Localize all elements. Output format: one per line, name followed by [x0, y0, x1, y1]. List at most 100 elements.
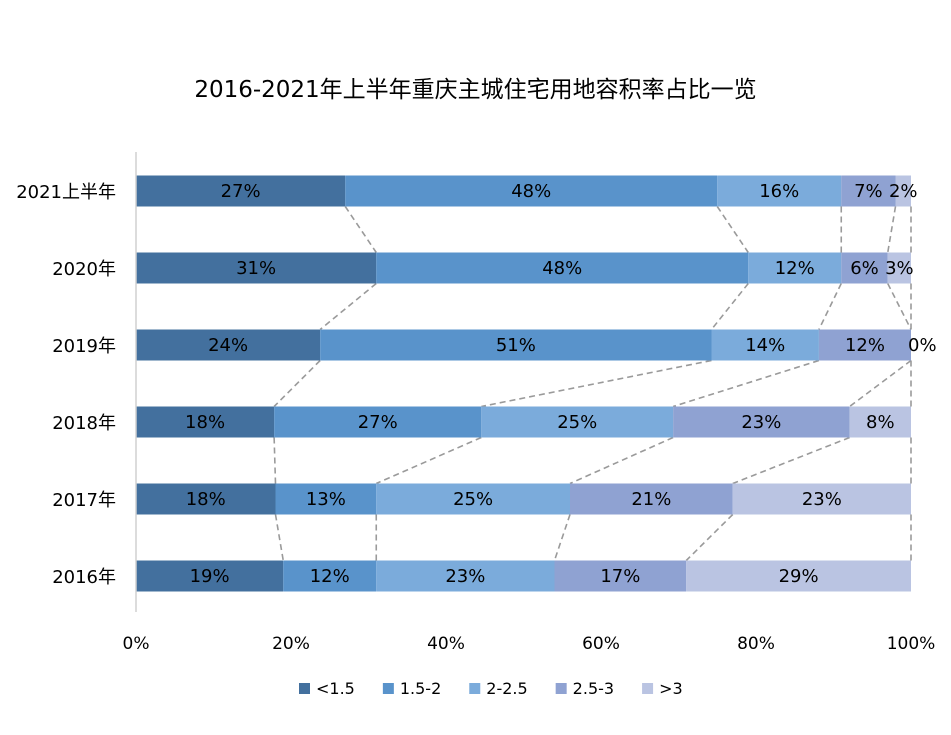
data-label: 12%: [845, 335, 885, 356]
bar-segment: [136, 329, 321, 361]
bar-segment: [136, 483, 276, 515]
category-label: 2019年: [52, 336, 116, 357]
data-label: 7%: [854, 181, 883, 202]
data-label: 23%: [802, 489, 842, 510]
legend-swatch: [469, 683, 481, 694]
series-line: [685, 513, 734, 562]
data-label: 12%: [310, 566, 350, 587]
legend-label: <1.5: [316, 679, 355, 698]
data-label: 23%: [741, 412, 781, 433]
data-label: 31%: [236, 258, 276, 279]
bar-segment: [732, 483, 911, 515]
series-line: [274, 514, 285, 561]
bar-segment: [570, 483, 733, 515]
series-line: [710, 283, 749, 330]
bar-segment: [376, 252, 749, 284]
bar-segment: [849, 406, 911, 438]
data-label: 8%: [866, 412, 895, 433]
data-label: 25%: [453, 489, 493, 510]
series-line: [732, 436, 850, 485]
series-line: [319, 282, 377, 331]
x-tick-label: 40%: [427, 634, 465, 654]
category-label: 2021上半年: [16, 182, 116, 203]
legend-label: >3: [659, 679, 683, 698]
series-line: [375, 436, 482, 485]
series-line: [344, 206, 377, 253]
data-label: 25%: [557, 412, 597, 433]
data-label: 14%: [745, 335, 785, 356]
bar-segment: [283, 560, 377, 592]
data-label: 21%: [631, 489, 671, 510]
x-tick-label: 20%: [272, 634, 310, 654]
data-label: 6%: [850, 258, 879, 279]
series-line: [887, 283, 912, 330]
data-label: 18%: [186, 489, 226, 510]
series-line: [569, 436, 674, 485]
data-label: 3%: [885, 258, 914, 279]
bar-segment: [275, 483, 377, 515]
series-line: [716, 206, 749, 253]
data-label: 17%: [600, 566, 640, 587]
series-line: [849, 359, 912, 408]
bar-segment: [887, 252, 911, 284]
bar-segment: [136, 252, 377, 284]
legend-label: 2.5-3: [573, 679, 614, 698]
category-label: 2018年: [52, 413, 116, 434]
x-tick-label: 80%: [737, 634, 775, 654]
bar-segment: [841, 252, 888, 284]
bar-segment: [274, 406, 482, 438]
legend-swatch: [555, 683, 567, 694]
bar-segment: [376, 483, 570, 515]
bar-segment: [895, 175, 911, 207]
data-label: 27%: [221, 181, 261, 202]
bar-segment: [376, 560, 555, 592]
bar-segment: [345, 175, 718, 207]
bar-segment: [841, 175, 896, 207]
legend-label: 1.5-2: [400, 679, 441, 698]
x-tick-label: 100%: [887, 634, 936, 654]
bar-segment: [136, 560, 284, 592]
data-label: 48%: [542, 258, 582, 279]
x-tick-label: 0%: [123, 634, 150, 654]
legend-label: 2-2.5: [486, 679, 527, 698]
bar-segment: [818, 329, 911, 361]
chart-title: 2016-2021年上半年重庆主城住宅用地容积率占比一览: [194, 77, 757, 103]
data-label: 12%: [775, 258, 815, 279]
data-label: 16%: [759, 181, 799, 202]
bar-segment: [673, 406, 850, 438]
data-label: 19%: [190, 566, 230, 587]
data-label: 27%: [358, 412, 398, 433]
series-line: [818, 283, 842, 330]
bar-segment: [136, 406, 275, 438]
data-label: 18%: [185, 412, 225, 433]
bar-segment: [136, 175, 346, 207]
bar-segment: [711, 329, 819, 361]
bar-segment: [481, 406, 674, 438]
x-tick-label: 60%: [582, 634, 620, 654]
category-label: 2016年: [52, 567, 116, 588]
bar-segment: [748, 252, 842, 284]
data-label: 48%: [511, 181, 551, 202]
series-line: [672, 359, 820, 408]
category-label: 2020年: [52, 259, 116, 280]
bar-segment: [320, 329, 712, 361]
series-line: [553, 514, 571, 561]
data-label: 29%: [779, 566, 819, 587]
data-label: 0%: [908, 335, 937, 356]
bar-segment: [686, 560, 911, 592]
bar-segment: [717, 175, 842, 207]
series-line: [273, 359, 321, 408]
bar-segment: [554, 560, 687, 592]
data-label: 23%: [445, 566, 485, 587]
legend-swatch: [382, 683, 394, 694]
category-label: 2017年: [52, 490, 116, 511]
data-label: 24%: [208, 335, 248, 356]
data-label: 2%: [889, 181, 918, 202]
series-line: [481, 359, 712, 408]
data-label: 13%: [306, 489, 346, 510]
legend-swatch: [642, 683, 654, 694]
legend-swatch: [299, 683, 310, 694]
series-line: [273, 437, 277, 484]
series-line: [886, 206, 897, 253]
